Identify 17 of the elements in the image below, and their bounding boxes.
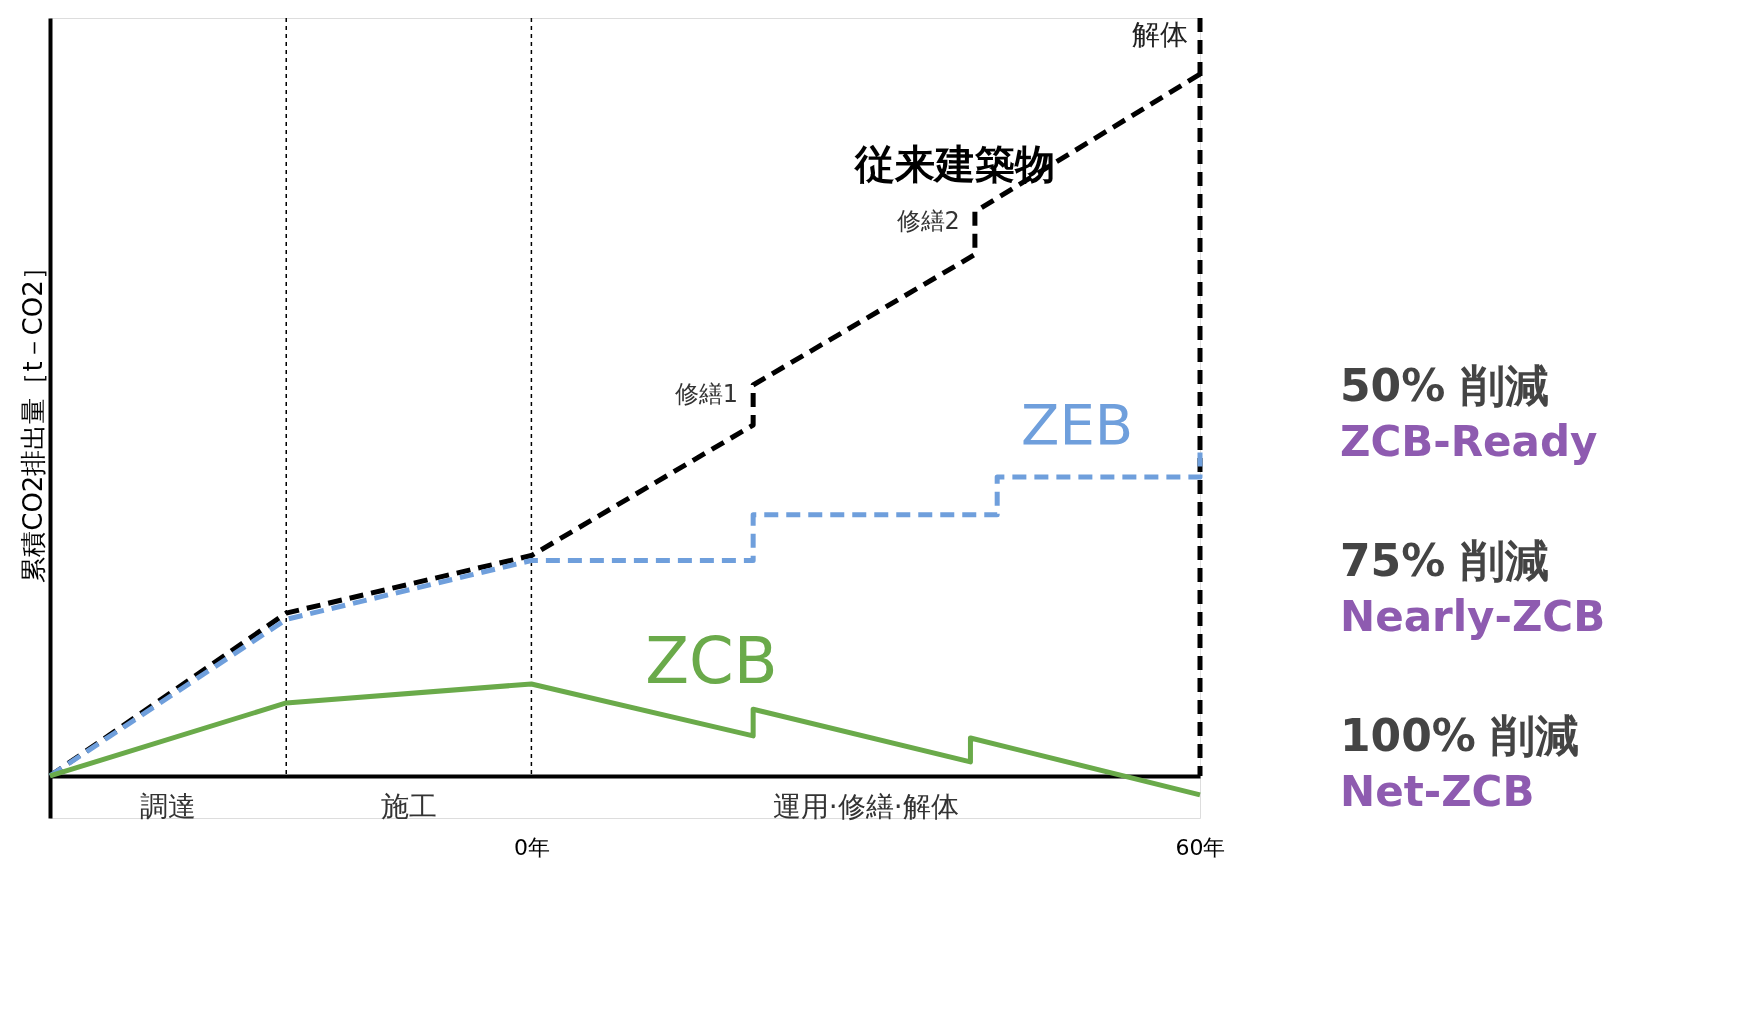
series-label: ZEB xyxy=(1021,391,1134,457)
text: 100% 削減 xyxy=(1340,710,1580,761)
annotation: 修繕1 xyxy=(674,380,739,409)
y-axis-title: 累積CO2排出量［t－CO2］ xyxy=(17,254,48,583)
ref-line-label: 解体 xyxy=(1132,18,1188,51)
annotation: 運用·修繕·解体 xyxy=(772,789,959,823)
text: Net-ZCB xyxy=(1340,767,1535,816)
text: 50% 削減 xyxy=(1340,360,1549,411)
x-tick-label: 0年 xyxy=(513,835,550,861)
annotation: 修繕2 xyxy=(896,206,960,235)
annotation: 調達 xyxy=(140,789,197,823)
annotation: 施工 xyxy=(380,789,437,823)
text: 75% 削減 xyxy=(1340,535,1549,586)
text: ZCB-Ready xyxy=(1340,417,1598,466)
x-tick-label: 60年 xyxy=(1175,835,1226,861)
text: Nearly-ZCB xyxy=(1340,592,1606,641)
series-label: ZCB xyxy=(645,623,778,698)
